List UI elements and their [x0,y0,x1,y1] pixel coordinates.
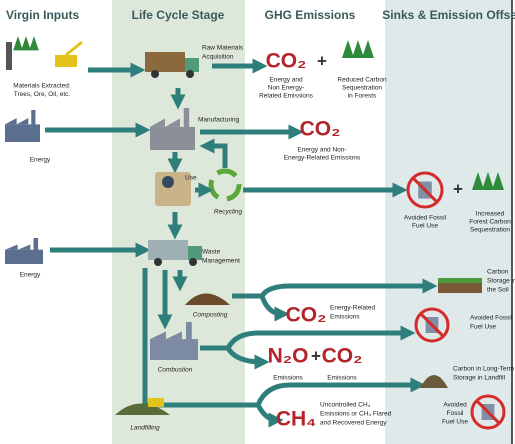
label: Emissions or CH₄ Flared [320,411,392,418]
stage-label: Recycling [214,209,243,216]
formula: CH₄ [276,408,316,431]
page: Virgin Inputs Life Cycle Stage GHG Emissio… [0,0,515,444]
label: Energy and [269,77,303,84]
wheel [186,70,194,78]
label: Carbon [487,269,509,276]
column-header: GHG Emissions [265,8,356,22]
stage-label: Use [185,175,197,182]
formula: N₂O [268,345,309,368]
label: Increased [476,211,505,218]
formula: CO₂ [300,118,341,141]
excavator [55,55,77,67]
stage-label: Composting [193,312,228,319]
label: in Forests [348,93,377,100]
label: Storage in [487,278,515,285]
chimney [34,238,39,251]
truck-cab [185,58,199,72]
stage-label: Combustion [158,367,193,374]
wheel [189,258,197,266]
label: Non Energy- [268,85,305,92]
truck-bed [148,240,188,260]
oil-derrick [6,42,12,70]
factory-body [5,124,40,142]
stage-label: Manufacturing [198,117,240,124]
formula: CO₂ [322,345,363,368]
label: Emissions [273,375,303,382]
column-header: Sinks & Emission Offsets [382,8,515,22]
label: and Recovered Energy [320,420,387,427]
truck-cab [188,246,202,260]
label: Avoided [443,402,467,409]
label: the Soil [487,287,509,294]
label: Emissions [330,314,360,321]
label: Storage in Landfill [453,375,506,382]
chimney [31,110,35,126]
stage-label: Management [202,258,240,265]
label: Energy and Non- [297,147,346,154]
plus: + [311,346,321,365]
label: Fuel Use [470,324,496,331]
wheel [151,70,159,78]
label: Fuel Use [442,419,468,426]
stage-label: Landfilling [130,425,160,432]
label: Avoided Fossil [470,315,513,322]
label: Sequestration [342,85,382,92]
label: Sequestration [470,227,510,234]
column-header: Virgin Inputs [6,8,79,22]
label: Fossil [447,410,465,417]
label: Forest Carbon [469,219,511,226]
plus: + [317,51,327,70]
input-label: Trees, Ore, Oil, etc. [14,91,71,98]
label: Fuel Use [412,223,438,230]
label: Related Emissions [259,93,314,100]
column-header: Life Cycle Stage [132,8,225,22]
label: Avoided Fossil [404,215,447,222]
label: Energy-Related [330,305,376,312]
soil [438,283,482,293]
factory-body [150,127,195,150]
stage-label: Waste [202,249,221,256]
label: Reduced Carbon [337,77,387,84]
diagram: Virgin Inputs Life Cycle Stage GHG Emissio… [0,0,515,444]
bulldozer [148,398,164,407]
input-label: Materials Extracted: [13,83,71,90]
formula: CO₂ [266,50,307,73]
label: Emissions [327,375,357,382]
wheel [154,258,162,266]
input-label: Energy [30,157,51,164]
factory-body [150,339,198,360]
truck-bed [145,52,185,72]
plus: + [453,179,463,198]
factory-body [5,250,43,264]
input-label: Energy [20,272,41,279]
label: Carbon in Long-Term [453,366,514,373]
chimney [186,322,192,341]
grass [438,278,482,283]
stage-label: Acquisition [202,54,234,61]
formula: CO₂ [286,304,327,327]
stage-label: Raw Materials [202,45,244,52]
label: Uncontrolled CH₄ [320,402,371,409]
chimney [184,108,189,129]
label: Energy-Related Emissions [284,155,361,162]
use-person [162,176,174,188]
